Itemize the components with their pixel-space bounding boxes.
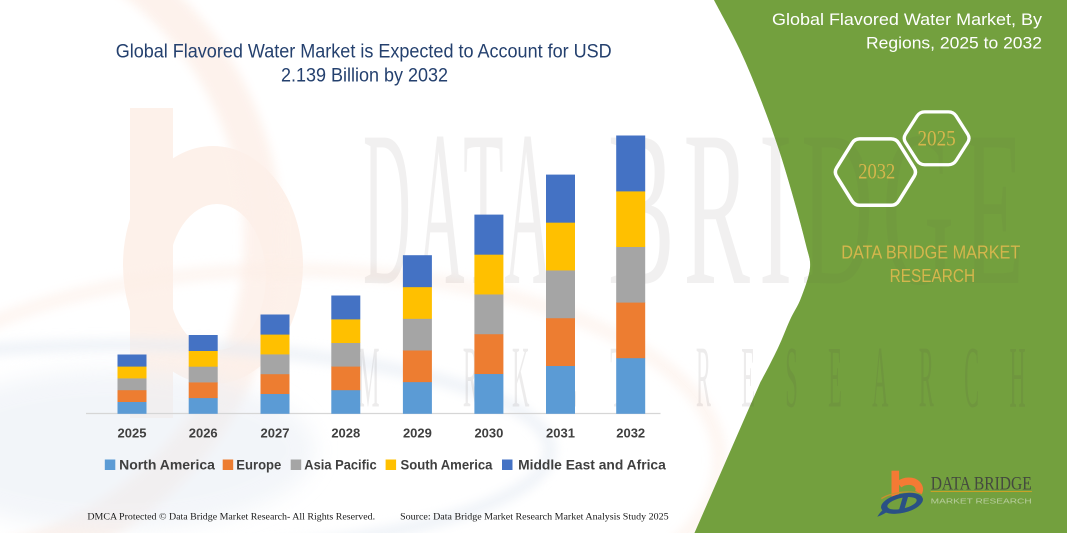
svg-text:Asia Pacific: Asia Pacific — [304, 457, 377, 473]
svg-text:RESEARCH: RESEARCH — [890, 266, 976, 286]
svg-text:2025: 2025 — [118, 425, 147, 440]
svg-text:2032: 2032 — [616, 425, 645, 440]
svg-text:2028: 2028 — [331, 425, 360, 440]
svg-text:2025: 2025 — [917, 125, 955, 150]
svg-text:2029: 2029 — [403, 425, 432, 440]
svg-text:South America: South America — [401, 457, 493, 473]
svg-text:Global Flavored Water Market,: Global Flavored Water Market, By — [772, 10, 1043, 29]
svg-text:Europe: Europe — [236, 457, 281, 473]
svg-text:Regions, 2025 to 2032: Regions, 2025 to 2032 — [866, 33, 1042, 52]
svg-text:MARKET RESEARCH: MARKET RESEARCH — [931, 496, 1032, 505]
svg-text:Global Flavored Water Market i: Global Flavored Water Market is Expected… — [116, 42, 612, 63]
svg-text:2032: 2032 — [858, 159, 895, 184]
svg-text:2027: 2027 — [261, 425, 290, 440]
svg-text:2030: 2030 — [474, 425, 503, 440]
svg-text:DATA BRIDGE: DATA BRIDGE — [931, 474, 1032, 495]
svg-text:2026: 2026 — [189, 425, 218, 440]
svg-text:DATA BRIDGE MARKET: DATA BRIDGE MARKET — [841, 243, 1020, 263]
svg-text:2.139 Billion by 2032: 2.139 Billion by 2032 — [281, 66, 448, 87]
svg-text:BRIDGE: BRIDGE — [608, 86, 1033, 332]
svg-text:MARKET: MARKET — [358, 330, 658, 427]
svg-text:DMCA Protected © Data Bridge M: DMCA Protected © Data Bridge Market Rese… — [87, 512, 375, 523]
svg-text:Middle East and Africa: Middle East and Africa — [518, 457, 666, 473]
svg-text:RESEARCH: RESEARCH — [696, 330, 1056, 427]
svg-text:North America: North America — [119, 457, 215, 473]
svg-text:Source: Data Bridge Market Res: Source: Data Bridge Market Research Mark… — [400, 513, 669, 523]
svg-text:DATA: DATA — [363, 86, 558, 332]
svg-text:2031: 2031 — [546, 425, 575, 440]
